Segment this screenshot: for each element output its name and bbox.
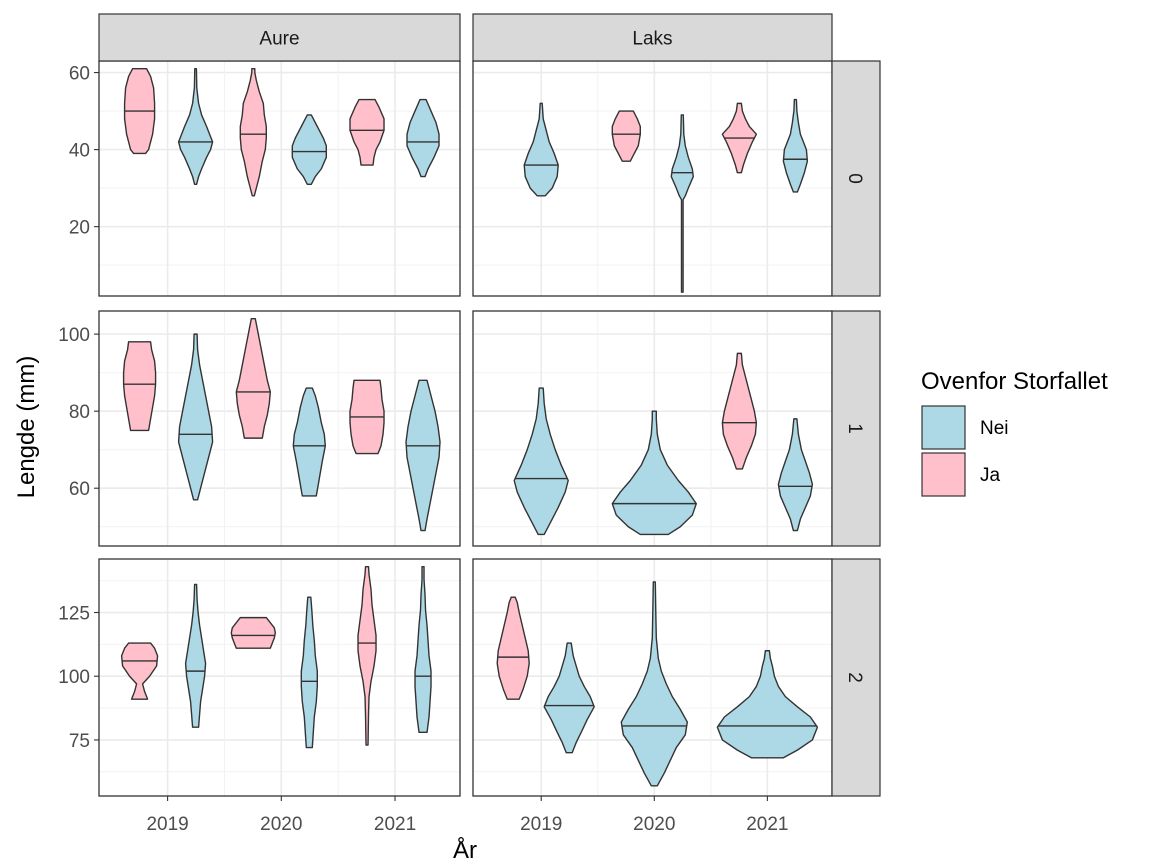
facet-strips: Aure Laks 0 1 2 xyxy=(98,13,881,797)
legend-item-nei: Nei xyxy=(921,405,1009,450)
violin-2019-nei xyxy=(177,333,214,501)
panel-background xyxy=(99,311,460,546)
legend-label-ja: Ja xyxy=(980,465,1001,486)
x-tick-label: 2020 xyxy=(633,814,675,835)
violin-2020-nei xyxy=(292,387,327,497)
y-tick-label: 100 xyxy=(58,667,90,688)
violin-2019-ja xyxy=(120,642,159,700)
strip-aure xyxy=(98,13,461,62)
strip-row-0 xyxy=(831,60,881,297)
panel-aure-0 xyxy=(98,60,461,297)
violin-2020-nei xyxy=(300,596,319,749)
panel-aure-1 xyxy=(98,310,461,547)
violin-2021-ja xyxy=(721,352,758,470)
strip-label-row-0: 0 xyxy=(844,173,865,184)
violin-2021-nei xyxy=(406,98,440,178)
axes: 20 40 60 60 80 100 75 100 125 2019 2020 2021 2019 202… xyxy=(58,64,788,835)
x-tick-label: 2021 xyxy=(746,814,788,835)
strip-laks xyxy=(472,13,833,62)
strip-label-row-2: 2 xyxy=(844,672,865,683)
strip-row-2 xyxy=(831,558,881,797)
panel-laks-1 xyxy=(472,310,833,547)
violin-2019-nei xyxy=(513,387,569,536)
legend-item-ja: Ja xyxy=(921,452,1001,497)
violin-2021-nei xyxy=(782,98,809,193)
y-tick-label: 80 xyxy=(69,402,90,423)
y-tick-label: 40 xyxy=(69,141,90,162)
x-axis-title: År xyxy=(453,836,477,864)
violin-2020-ja xyxy=(235,318,272,439)
facet-panels xyxy=(98,60,833,797)
strip-label-row-1: 1 xyxy=(844,423,865,434)
panel-border xyxy=(98,310,461,547)
legend: Ovenfor Storfallet Nei Ja xyxy=(921,368,1108,497)
panel-laks-2 xyxy=(472,558,833,797)
y-tick-label: 75 xyxy=(69,731,90,752)
violin-2021-ja xyxy=(349,98,385,166)
violin-2020-ja xyxy=(611,110,641,162)
violin-2019-ja xyxy=(122,341,157,432)
violin-2021-nei xyxy=(777,418,814,532)
strip-label-laks: Laks xyxy=(632,29,672,50)
violin-2021-ja xyxy=(357,565,377,746)
violin-2019-nei xyxy=(177,68,214,185)
violin-2020-nei xyxy=(291,114,328,185)
violin-2019-nei xyxy=(543,642,595,754)
panel-aure-2 xyxy=(98,558,461,797)
legend-key-ja xyxy=(921,452,966,497)
x-tick-label: 2019 xyxy=(146,814,188,835)
x-tick-label: 2020 xyxy=(260,814,302,835)
panel-background xyxy=(99,61,460,296)
x-tick-label: 2021 xyxy=(374,814,416,835)
y-tick-label: 125 xyxy=(58,604,90,625)
panel-laks-0 xyxy=(472,60,833,297)
panel-border xyxy=(98,558,461,797)
violin-2020-nei xyxy=(670,114,694,293)
legend-title: Ovenfor Storfallet xyxy=(921,368,1108,395)
legend-key-nei xyxy=(921,405,966,450)
y-tick-label: 60 xyxy=(69,479,90,500)
strip-label-aure: Aure xyxy=(259,29,299,50)
y-tick-label: 20 xyxy=(69,218,90,239)
x-tick-label: 2019 xyxy=(520,814,562,835)
violin-2020-ja xyxy=(239,68,268,197)
y-axis-title: Lengde (mm) xyxy=(13,356,40,499)
panel-background xyxy=(99,559,460,796)
violin-2021-nei xyxy=(405,379,441,532)
violin-2021-nei xyxy=(414,565,432,733)
legend-label-nei: Nei xyxy=(980,418,1009,439)
violin-2019-ja xyxy=(496,596,530,700)
strip-row-1 xyxy=(831,310,881,547)
y-tick-label: 60 xyxy=(69,64,90,85)
violin-2020-ja xyxy=(230,616,277,649)
violin-2021-nei xyxy=(716,650,819,759)
y-tick-label: 100 xyxy=(58,325,90,346)
violin-2019-nei xyxy=(184,583,207,728)
